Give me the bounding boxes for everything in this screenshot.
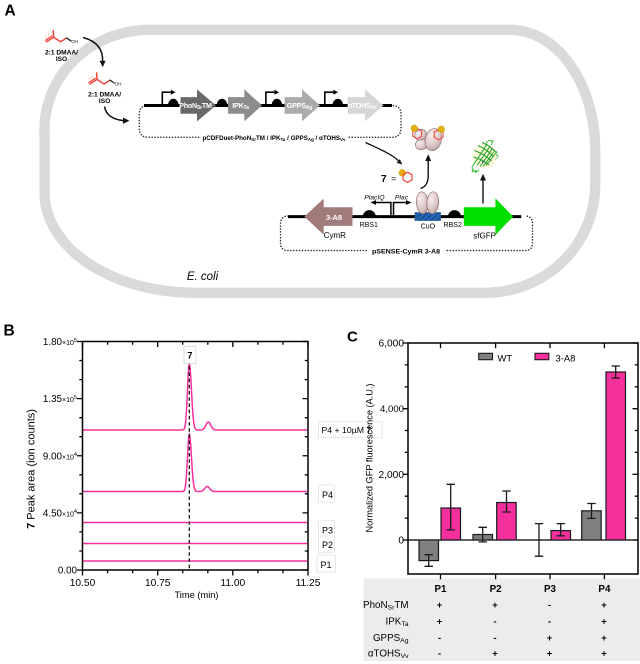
svg-text:ISO: ISO: [56, 56, 67, 63]
svg-text:10.75: 10.75: [145, 578, 171, 589]
svg-text:-: -: [493, 615, 496, 626]
svg-text:+: +: [601, 599, 607, 610]
svg-text:CymR: CymR: [324, 231, 346, 240]
svg-text:+: +: [601, 632, 607, 643]
svg-text:Time (min): Time (min): [174, 590, 218, 600]
svg-text:10.50: 10.50: [70, 578, 96, 589]
svg-text:4.50×104: 4.50×104: [43, 508, 77, 519]
svg-text:sfGFP: sfGFP: [473, 231, 496, 240]
svg-text:CuO: CuO: [421, 224, 436, 231]
svg-text:7 Peak area (ion counts): 7 Peak area (ion counts): [25, 409, 37, 529]
svg-text:WT: WT: [498, 352, 513, 363]
svg-text:αTOHSVv: αTOHSVv: [348, 101, 377, 111]
svg-text:+: +: [601, 647, 607, 658]
svg-text:RBS2: RBS2: [444, 222, 462, 229]
svg-text:+: +: [547, 647, 553, 658]
svg-text:P3: P3: [544, 584, 557, 595]
svg-text:6,000: 6,000: [379, 339, 405, 350]
svg-text:3-A8: 3-A8: [326, 213, 342, 222]
svg-text:A: A: [5, 3, 16, 20]
svg-text:2:1 DMAA/: 2:1 DMAA/: [88, 92, 121, 99]
svg-text:1.80×105: 1.80×105: [43, 337, 77, 348]
svg-text:11.00: 11.00: [220, 578, 245, 589]
svg-text:pCDFDuet-PhoNSrTM / IPKTa / GP: pCDFDuet-PhoNSrTM / IPKTa / GPPSAg / αTO…: [203, 135, 346, 142]
svg-text:3-A8: 3-A8: [556, 352, 576, 363]
svg-text:pSENSE-CymR 3-A8: pSENSE-CymR 3-A8: [372, 248, 440, 255]
svg-text:RBS1: RBS1: [360, 222, 378, 229]
svg-text:PhoNSrTM: PhoNSrTM: [179, 101, 212, 111]
svg-text:-: -: [438, 632, 441, 643]
svg-text:7: 7: [381, 174, 387, 185]
svg-text:P4: P4: [322, 490, 333, 500]
svg-text:2:1 DMAA/: 2:1 DMAA/: [45, 50, 78, 57]
svg-text:Plac: Plac: [395, 195, 409, 202]
svg-text:GPPSAg: GPPSAg: [287, 101, 312, 111]
svg-text:+: +: [492, 599, 498, 610]
svg-text:0: 0: [398, 536, 404, 547]
svg-text:αTOHSVv: αTOHSVv: [368, 648, 409, 660]
svg-text:-: -: [548, 615, 551, 626]
svg-text:9.00×104: 9.00×104: [43, 451, 77, 462]
svg-text:P4 + 10µM 7: P4 + 10µM 7: [322, 425, 372, 435]
svg-text:-: -: [548, 599, 551, 610]
svg-text:IPKTa: IPKTa: [386, 616, 409, 628]
svg-text:=: =: [391, 174, 396, 184]
svg-text:IPKTa: IPKTa: [232, 101, 249, 111]
svg-text:PhoNSrTM: PhoNSrTM: [363, 600, 408, 612]
svg-text:Normalized GFP fluorescence (A: Normalized GFP fluorescence (A.U.): [364, 384, 374, 533]
svg-text:+: +: [437, 615, 443, 626]
svg-text:-: -: [438, 647, 441, 658]
svg-text:ISO: ISO: [99, 98, 110, 105]
svg-text:+: +: [601, 615, 607, 626]
svg-text:+: +: [437, 599, 443, 610]
svg-text:4,000: 4,000: [380, 404, 404, 415]
svg-text:P3: P3: [322, 526, 333, 536]
svg-text:B: B: [4, 323, 15, 340]
svg-text:7: 7: [187, 351, 192, 362]
svg-text:P1: P1: [435, 584, 448, 595]
svg-text:P4: P4: [598, 584, 611, 595]
svg-text:P2: P2: [490, 584, 503, 595]
svg-text:E. coli: E. coli: [187, 271, 219, 283]
svg-text:+: +: [492, 647, 498, 658]
svg-text:GPPSAg: GPPSAg: [373, 633, 409, 645]
svg-text:11.25: 11.25: [296, 578, 321, 589]
svg-text:+: +: [547, 632, 553, 643]
svg-text:1.35×105: 1.35×105: [43, 394, 77, 405]
svg-text:P2: P2: [322, 540, 333, 550]
svg-text:C: C: [347, 329, 358, 346]
svg-text:-: -: [493, 632, 496, 643]
svg-text:2,000: 2,000: [379, 470, 405, 481]
svg-text:PlacIQ: PlacIQ: [364, 195, 385, 202]
svg-text:0.00: 0.00: [58, 566, 78, 577]
svg-text:P1: P1: [321, 560, 332, 570]
